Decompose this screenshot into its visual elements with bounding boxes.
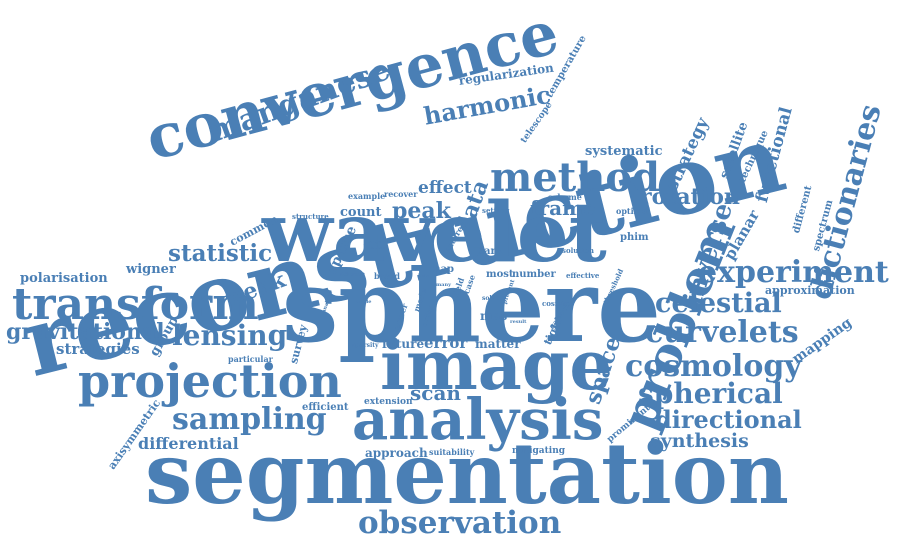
word-count: count [340, 205, 382, 220]
word-segmentation: segmentation [145, 424, 789, 523]
word-mitigating: mitigating [512, 446, 566, 456]
word-scan: scan [410, 381, 461, 405]
word-projection: projection [78, 354, 342, 408]
word-celestial: celestial [655, 288, 782, 319]
word-lensing: lensing [172, 319, 288, 352]
word-number: number [512, 269, 556, 280]
word-structure: structure [292, 212, 329, 221]
word-effective: effective [566, 271, 600, 280]
word-local: local [418, 273, 432, 279]
word-rotation: rotation [640, 184, 740, 210]
word-error: error [424, 334, 468, 352]
word-map: map [430, 264, 455, 275]
word-example: example [348, 191, 386, 201]
word-sparsity: sparsity [352, 342, 379, 349]
word-solution: solution [562, 246, 595, 255]
word-systematic: systematic [585, 144, 663, 159]
word-mapping: mapping [789, 314, 855, 368]
word-sampling: sampling [172, 402, 327, 437]
word-suitability: suitability [429, 447, 475, 457]
word-extension: extension [364, 397, 413, 407]
word-result: result [510, 319, 527, 325]
word-cosmology: cosmology [625, 349, 802, 384]
word-wavelet: wavelet [262, 185, 607, 281]
word-effect: effect [418, 178, 472, 198]
word-many: many [436, 282, 452, 288]
word-approach: approach [365, 446, 428, 460]
word-cosmic: cosmic [542, 299, 570, 308]
word-experiment: experiment [698, 255, 889, 290]
word-phim: phim [620, 232, 649, 243]
word-science: science [340, 271, 365, 278]
word-angle: angle [356, 299, 372, 305]
word-matter: matter [475, 337, 521, 351]
word-transform: transform [12, 279, 259, 330]
word-directional: directional [655, 405, 802, 434]
word-future: future [382, 337, 425, 351]
word-dark: dark [477, 246, 503, 257]
word-peak: peak [392, 198, 451, 224]
word-most: most [486, 269, 514, 280]
word-image: image [380, 326, 613, 406]
word-curvelets: curvelets [645, 315, 799, 350]
word-observation: observation [358, 505, 562, 539]
word-setting: setting [482, 206, 510, 215]
word-approximation: approximation [765, 284, 855, 297]
word-spherical: spherical [638, 377, 783, 410]
word-different: different [791, 184, 815, 235]
word-mas: mas [480, 309, 508, 323]
word-wigner: wigner [126, 262, 176, 277]
word-analysis: analysis [352, 387, 604, 453]
word-particular: particular [228, 354, 273, 364]
word-sphere: sphere [282, 247, 661, 365]
word-require: require [368, 239, 389, 245]
word-method: method [490, 154, 660, 201]
word-statistic: statistic [168, 240, 273, 267]
word-scheme: scheme [548, 192, 582, 202]
word-optimal: optimal [616, 206, 651, 216]
word-solve: solve [482, 295, 499, 302]
word-strategies: strategies [56, 340, 140, 358]
word-frame: frame [530, 196, 596, 220]
word-efficient: efficient [302, 402, 349, 413]
word-recover: recover [384, 189, 418, 199]
word-differential: differential [138, 434, 239, 453]
word-polarisation: polarisation [20, 271, 108, 286]
word-synthesis: synthesis [650, 430, 749, 452]
word-based: based [374, 271, 400, 281]
word-kaiser: kaiser [370, 245, 388, 251]
word-gravitational: gravitational [6, 319, 165, 345]
